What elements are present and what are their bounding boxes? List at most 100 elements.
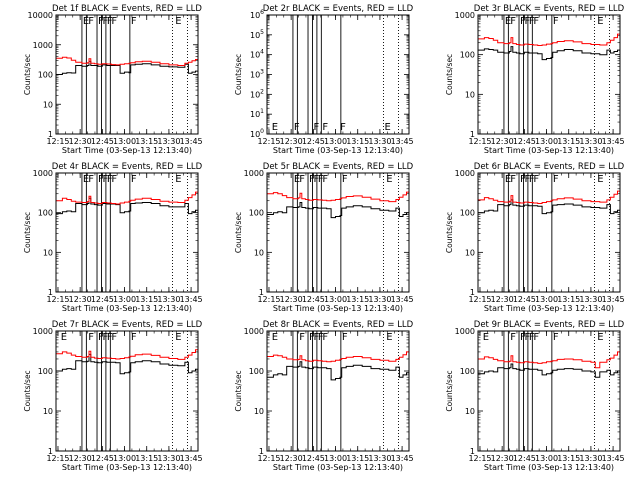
flag-marker-f: F <box>529 174 535 185</box>
y-axis-label: Counts/sec <box>445 370 454 411</box>
flag-marker-e: E <box>597 174 603 185</box>
x-tick-label: 13:00 <box>324 295 347 304</box>
flag-marker-f: F <box>318 174 324 185</box>
panel-grid: Det 1f BLACK = Events, RED = LLD 1 10 100 10… <box>23 4 625 472</box>
flag-marker-f: F <box>309 332 315 343</box>
flag-marker-f: F <box>131 16 137 27</box>
flag-marker-e: E <box>272 332 278 343</box>
y-tick-label: 1 <box>470 447 475 456</box>
plot-frame <box>477 330 621 452</box>
y-tick-label: 10 <box>254 248 264 257</box>
flag-marker-f: F <box>510 174 516 185</box>
flag-marker-f: F <box>553 16 559 27</box>
y-axis-label: Counts/sec <box>234 370 243 411</box>
y-tick-label: 1000 <box>33 327 53 336</box>
flag-marker-e: E <box>175 174 181 185</box>
x-axis-label: Start Time (03-Sep-13 12:13:40) <box>273 463 403 472</box>
x-tick-label: 13:15 <box>346 295 369 304</box>
panel-title: Det 7r BLACK = Events, RED = LLD <box>52 320 203 330</box>
x-tick-label: 13:30 <box>157 137 180 146</box>
x-axis-label: Start Time (03-Sep-13 12:13:40) <box>62 304 192 313</box>
x-tick-label: 13:45 <box>391 137 414 146</box>
x-tick-label: 13:15 <box>557 454 580 463</box>
x-tick-label: 12:45 <box>302 137 325 146</box>
y-tick-label: 100 <box>460 209 475 218</box>
y-tick-label: 1000 <box>33 169 53 178</box>
flag-marker-e: E <box>175 16 181 27</box>
flag-marker-f: F <box>88 174 94 185</box>
x-tick-label: 12:30 <box>491 137 514 146</box>
flag-marker-f: F <box>98 16 104 27</box>
x-tick-label: 12:15 <box>46 454 69 463</box>
plot-frame <box>266 14 410 135</box>
x-axis-label: Start Time (03-Sep-13 12:13:40) <box>273 304 403 313</box>
x-tick-label: 12:45 <box>513 137 536 146</box>
y-tick-label: 1 <box>259 288 264 297</box>
y-tick-label: 1 <box>48 288 53 297</box>
flag-marker-f: F <box>131 332 137 343</box>
y-tick-label: 100 <box>38 71 53 80</box>
plot-frame <box>266 172 410 293</box>
y-tick-label: 1000 <box>244 327 264 336</box>
flag-marker-f: F <box>533 174 539 185</box>
y-tick-label: 10000 <box>28 11 53 20</box>
x-tick-label: 13:30 <box>368 137 391 146</box>
panel-title: Det 6r BLACK = Events, RED = LLD <box>474 162 625 172</box>
x-tick-label: 12:30 <box>69 295 92 304</box>
y-tick-label: 100 <box>38 209 53 218</box>
panel-det-5: Det 5r BLACK = Events, RED = LLD 1 10 100 10… <box>234 162 414 313</box>
x-tick-label: 13:30 <box>157 454 180 463</box>
x-tick-label: 13:15 <box>135 137 158 146</box>
x-tick-label: 13:00 <box>113 454 136 463</box>
x-tick-label: 13:00 <box>535 137 558 146</box>
flag-marker-f: F <box>342 174 348 185</box>
events-series-line <box>478 46 620 61</box>
x-axis-label: Start Time (03-Sep-13 12:13:40) <box>62 146 192 155</box>
y-tick-label: 105 <box>250 29 264 40</box>
x-tick-label: 13:45 <box>180 454 203 463</box>
events-series-line <box>478 199 620 215</box>
flag-marker-f: F <box>309 174 315 185</box>
flag-marker-e: E <box>83 174 89 185</box>
panel-det-6: Det 6r BLACK = Events, RED = LLD 1 10 100 10… <box>445 162 625 313</box>
panel-title: Det 2r BLACK = Events, RED = LLD <box>263 4 414 14</box>
y-tick-label: 1000 <box>455 327 475 336</box>
flag-marker-f: F <box>322 174 328 185</box>
flag-marker-f: F <box>313 122 319 133</box>
x-axis-label: Start Time (03-Sep-13 12:13:40) <box>62 463 192 472</box>
panel-title: Det 4r BLACK = Events, RED = LLD <box>52 162 203 172</box>
x-tick-label: 13:15 <box>346 137 369 146</box>
x-tick-label: 12:15 <box>257 454 280 463</box>
x-tick-label: 12:45 <box>513 295 536 304</box>
plot-frame <box>477 14 621 135</box>
x-tick-label: 12:30 <box>69 137 92 146</box>
x-tick-label: 13:15 <box>135 295 158 304</box>
flag-marker-e: E <box>597 16 603 27</box>
flag-marker-f: F <box>553 332 559 343</box>
flag-marker-f: F <box>98 174 104 185</box>
events-series-line <box>478 363 620 378</box>
y-tick-label: 100 <box>460 367 475 376</box>
x-tick-label: 12:30 <box>491 454 514 463</box>
y-axis-label: Counts/sec <box>234 212 243 253</box>
y-tick-label: 101 <box>250 108 264 119</box>
y-tick-label: 1000 <box>244 169 264 178</box>
flag-marker-e: E <box>483 332 489 343</box>
x-tick-label: 12:30 <box>280 295 303 304</box>
y-tick-label: 100 <box>38 367 53 376</box>
lld-series-line <box>478 33 620 46</box>
flag-marker-e: E <box>83 16 89 27</box>
flag-marker-e: E <box>386 174 392 185</box>
events-series-line <box>56 353 198 375</box>
x-tick-label: 13:45 <box>391 295 414 304</box>
x-tick-label: 13:30 <box>579 295 602 304</box>
x-tick-label: 13:00 <box>324 137 347 146</box>
y-tick-label: 106 <box>250 9 264 20</box>
flag-marker-e: E <box>294 174 300 185</box>
x-tick-label: 12:15 <box>468 137 491 146</box>
y-tick-label: 104 <box>250 49 264 60</box>
flag-marker-f: F <box>340 122 346 133</box>
